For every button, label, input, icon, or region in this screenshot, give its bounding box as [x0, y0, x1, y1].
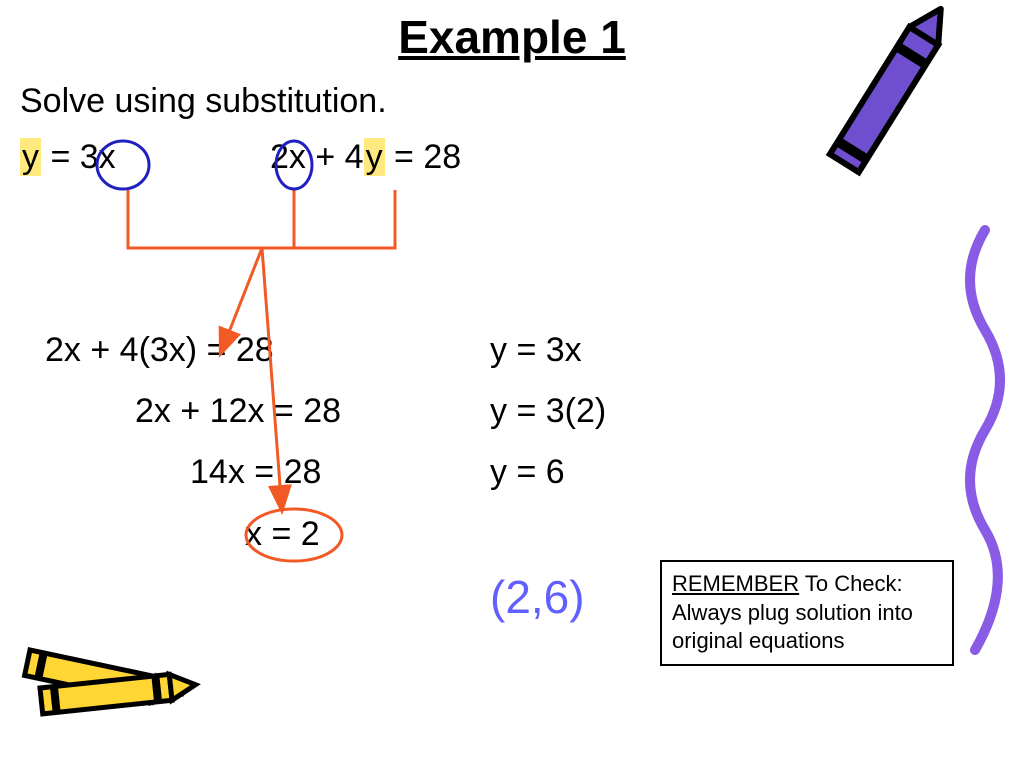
step-y1: y = 3x	[490, 320, 606, 381]
remember-label: REMEMBER	[672, 571, 799, 596]
slide-title: Example 1	[0, 10, 1024, 64]
eq2-y-highlight: y	[364, 138, 385, 176]
crayons-icon	[25, 650, 197, 714]
equation-2: 2x + 4y = 28	[270, 138, 461, 177]
step-1: 2x + 4(3x) = 28	[45, 320, 341, 381]
step-y2: y = 3(2)	[490, 381, 606, 442]
step-3: 14x = 28	[190, 442, 341, 503]
step-y3: y = 6	[490, 442, 606, 503]
eq1-y-highlight: y	[20, 138, 41, 176]
solve-x-steps: 2x + 4(3x) = 28 2x + 12x = 28 14x = 28 x…	[80, 320, 341, 565]
solve-y-steps: y = 3x y = 3(2) y = 6	[490, 320, 606, 504]
remember-box: REMEMBER To Check: Always plug solution …	[660, 560, 954, 666]
step-2: 2x + 12x = 28	[135, 381, 341, 442]
final-answer: (2,6)	[490, 570, 585, 624]
instruction-text: Solve using substitution.	[20, 82, 387, 121]
squiggle-icon	[970, 230, 1000, 650]
equation-1: y = 3x	[20, 138, 116, 177]
step-4: x = 2	[245, 504, 341, 565]
